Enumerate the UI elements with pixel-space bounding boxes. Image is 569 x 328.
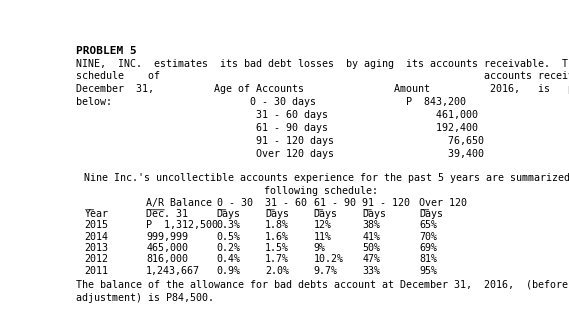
Text: below:                       0 - 30 days               P  843,200: below: 0 - 30 days P 843,200 (76, 97, 465, 107)
Text: Over 120 days                   39,400: Over 120 days 39,400 (76, 149, 484, 159)
Text: 1,243,667: 1,243,667 (146, 266, 200, 276)
Text: 31 - 60: 31 - 60 (265, 198, 307, 208)
Text: 0.3%: 0.3% (217, 220, 241, 231)
Text: 2014: 2014 (84, 232, 108, 242)
Text: 38%: 38% (362, 220, 380, 231)
Text: Days: Days (419, 209, 443, 219)
Text: 2.0%: 2.0% (265, 266, 289, 276)
Text: 33%: 33% (362, 266, 380, 276)
Text: 999,999: 999,999 (146, 232, 188, 242)
Text: 47%: 47% (362, 255, 380, 264)
Text: 0.4%: 0.4% (217, 255, 241, 264)
Text: Days: Days (362, 209, 386, 219)
Text: Over 120: Over 120 (419, 198, 468, 208)
Text: Days: Days (265, 209, 289, 219)
Text: 31 - 60 days                  461,000: 31 - 60 days 461,000 (76, 110, 477, 120)
Text: December  31,          Age of Accounts               Amount          2016,   is : December 31, Age of Accounts Amount 2016… (76, 84, 569, 94)
Text: Dec. 31: Dec. 31 (146, 209, 188, 219)
Text: 465,000: 465,000 (146, 243, 188, 253)
Text: 2011: 2011 (84, 266, 108, 276)
Text: 91 - 120: 91 - 120 (362, 198, 410, 208)
Text: NINE,  INC.  estimates  its bad debt losses  by aging  its accounts receivable. : NINE, INC. estimates its bad debt losses… (76, 59, 569, 69)
Text: Year: Year (84, 209, 108, 219)
Text: 2013: 2013 (84, 243, 108, 253)
Text: 1.8%: 1.8% (265, 220, 289, 231)
Text: Days: Days (314, 209, 337, 219)
Text: PROBLEM 5: PROBLEM 5 (76, 46, 137, 56)
Text: 61 - 90: 61 - 90 (314, 198, 356, 208)
Text: Nine Inc.'s uncollectible accounts experience for the past 5 years are summarize: Nine Inc.'s uncollectible accounts exper… (84, 173, 569, 183)
Text: 41%: 41% (362, 232, 380, 242)
Text: A/R Balance: A/R Balance (146, 198, 212, 208)
Text: 70%: 70% (419, 232, 438, 242)
Text: 65%: 65% (419, 220, 438, 231)
Text: 2012: 2012 (84, 255, 108, 264)
Text: The balance of the allowance for bad debts account at December 31,  2016,  (befo: The balance of the allowance for bad deb… (76, 280, 567, 290)
Text: P  1,312,500: P 1,312,500 (146, 220, 218, 231)
Text: 10.2%: 10.2% (314, 255, 344, 264)
Text: adjustment) is P84,500.: adjustment) is P84,500. (76, 293, 213, 303)
Text: 9.7%: 9.7% (314, 266, 337, 276)
Text: 1.5%: 1.5% (265, 243, 289, 253)
Text: 81%: 81% (419, 255, 438, 264)
Text: 0.9%: 0.9% (217, 266, 241, 276)
Text: 50%: 50% (362, 243, 380, 253)
Text: 1.7%: 1.7% (265, 255, 289, 264)
Text: 61 - 90 days                  192,400: 61 - 90 days 192,400 (76, 123, 477, 133)
Text: 0 - 30: 0 - 30 (217, 198, 253, 208)
Text: 0.2%: 0.2% (217, 243, 241, 253)
Text: 12%: 12% (314, 220, 332, 231)
Text: 0.5%: 0.5% (217, 232, 241, 242)
Text: following schedule:: following schedule: (84, 186, 378, 196)
Text: 69%: 69% (419, 243, 438, 253)
Text: schedule    of                                                      accounts rec: schedule of accounts rec (76, 72, 569, 81)
Text: 11%: 11% (314, 232, 332, 242)
Text: 9%: 9% (314, 243, 325, 253)
Text: 816,000: 816,000 (146, 255, 188, 264)
Text: Days: Days (217, 209, 241, 219)
Text: 2015: 2015 (84, 220, 108, 231)
Text: 91 - 120 days                   76,650: 91 - 120 days 76,650 (76, 136, 484, 146)
Text: 95%: 95% (419, 266, 438, 276)
Text: 1.6%: 1.6% (265, 232, 289, 242)
